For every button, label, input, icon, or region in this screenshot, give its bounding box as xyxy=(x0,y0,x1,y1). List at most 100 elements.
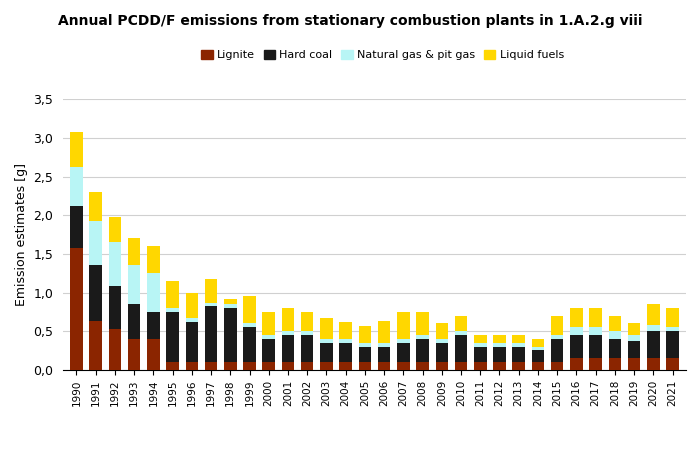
Bar xyxy=(397,312,410,339)
Bar xyxy=(167,312,179,362)
Bar xyxy=(532,347,544,350)
Bar xyxy=(147,312,160,339)
Bar xyxy=(532,339,544,347)
Bar xyxy=(167,308,179,312)
Bar xyxy=(378,321,391,343)
Bar xyxy=(494,347,505,362)
Bar xyxy=(494,343,505,347)
Bar xyxy=(224,304,237,308)
Bar xyxy=(281,331,294,335)
Bar xyxy=(301,362,314,370)
Bar xyxy=(281,362,294,370)
Bar xyxy=(186,318,198,322)
Bar xyxy=(532,362,544,370)
Bar xyxy=(301,312,314,331)
Bar xyxy=(494,362,505,370)
Bar xyxy=(397,339,410,343)
Bar xyxy=(128,239,141,266)
Bar xyxy=(474,347,486,362)
Bar xyxy=(666,327,679,331)
Bar xyxy=(320,343,332,362)
Bar xyxy=(378,362,391,370)
Bar xyxy=(570,335,582,358)
Bar xyxy=(435,362,448,370)
Bar xyxy=(455,335,468,362)
Bar xyxy=(205,303,217,306)
Bar xyxy=(589,358,602,370)
Bar xyxy=(647,358,659,370)
Bar xyxy=(647,304,659,325)
Bar xyxy=(244,362,256,370)
Bar xyxy=(244,296,256,323)
Bar xyxy=(147,273,160,312)
Bar xyxy=(70,249,83,370)
Bar xyxy=(666,331,679,358)
Bar xyxy=(551,316,564,335)
Bar xyxy=(340,322,352,339)
Bar xyxy=(628,335,640,341)
Bar xyxy=(244,327,256,362)
Bar xyxy=(666,358,679,370)
Bar xyxy=(90,192,102,221)
Bar xyxy=(301,331,314,335)
Bar xyxy=(281,335,294,362)
Bar xyxy=(608,339,621,358)
Bar xyxy=(551,335,564,339)
Bar xyxy=(608,316,621,331)
Y-axis label: Emission estimates [g]: Emission estimates [g] xyxy=(15,163,28,306)
Bar xyxy=(128,266,141,304)
Bar xyxy=(435,323,448,339)
Bar xyxy=(167,362,179,370)
Bar xyxy=(301,335,314,362)
Bar xyxy=(320,362,332,370)
Bar xyxy=(186,322,198,362)
Bar xyxy=(435,339,448,343)
Bar xyxy=(128,304,141,339)
Bar xyxy=(378,347,391,362)
Bar xyxy=(320,318,332,339)
Bar xyxy=(186,293,198,318)
Bar xyxy=(628,358,640,370)
Bar xyxy=(455,331,468,335)
Bar xyxy=(397,362,410,370)
Bar xyxy=(551,339,564,362)
Bar xyxy=(570,308,582,327)
Bar xyxy=(455,362,468,370)
Bar xyxy=(90,321,102,370)
Bar xyxy=(358,343,371,347)
Bar xyxy=(589,308,602,327)
Bar xyxy=(416,362,429,370)
Bar xyxy=(128,339,141,370)
Bar xyxy=(147,339,160,370)
Bar xyxy=(340,339,352,343)
Bar xyxy=(262,339,275,362)
Bar xyxy=(397,343,410,362)
Bar xyxy=(340,343,352,362)
Bar xyxy=(108,217,121,242)
Bar xyxy=(647,325,659,331)
Bar xyxy=(70,167,83,206)
Bar xyxy=(224,362,237,370)
Bar xyxy=(224,308,237,362)
Bar xyxy=(570,327,582,335)
Bar xyxy=(281,308,294,331)
Bar xyxy=(589,327,602,335)
Bar xyxy=(147,246,160,273)
Bar xyxy=(608,331,621,339)
Bar xyxy=(512,362,525,370)
Bar xyxy=(628,323,640,335)
Bar xyxy=(262,362,275,370)
Bar xyxy=(340,362,352,370)
Bar xyxy=(416,312,429,335)
Bar xyxy=(628,341,640,358)
Bar xyxy=(205,306,217,362)
Bar xyxy=(358,347,371,362)
Bar xyxy=(358,326,371,343)
Bar xyxy=(262,312,275,335)
Bar xyxy=(320,339,332,343)
Bar xyxy=(608,358,621,370)
Bar xyxy=(435,343,448,362)
Bar xyxy=(512,343,525,347)
Bar xyxy=(262,335,275,339)
Bar xyxy=(512,335,525,343)
